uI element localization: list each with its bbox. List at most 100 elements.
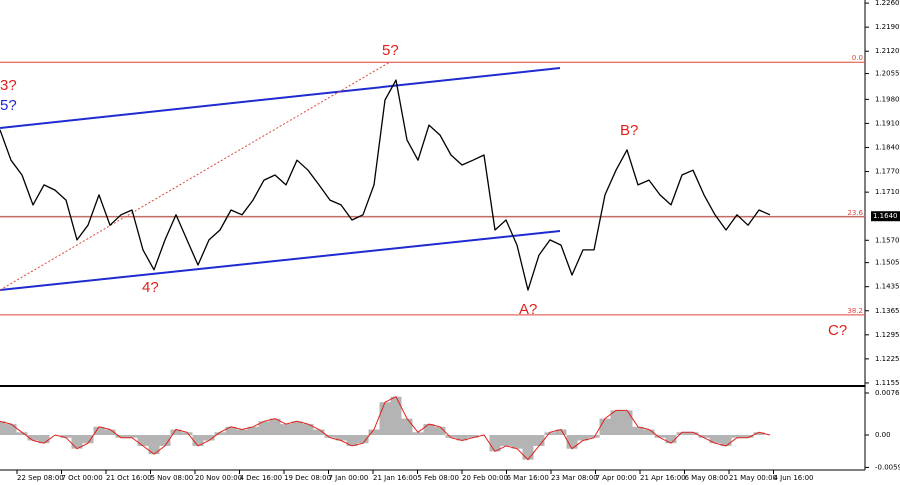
wave-label: 3?	[0, 77, 17, 94]
y-tick-label: 1.2055	[875, 70, 900, 78]
wave-label: 5?	[0, 97, 17, 114]
wave-label: A?	[519, 301, 537, 318]
x-tick-label: 5 Nov 08:00	[151, 474, 194, 482]
osc-bar	[577, 435, 589, 441]
wave-label: 4?	[142, 279, 159, 296]
osc-y-tick-label: 0.00769	[875, 389, 900, 397]
x-tick-label: 4 Dec 16:00	[240, 474, 283, 482]
osc-bar	[126, 435, 138, 438]
osc-bar	[698, 435, 710, 438]
osc-bar	[533, 435, 545, 446]
wave-label: 5?	[382, 42, 399, 59]
osc-bar	[324, 435, 336, 438]
osc-bar	[599, 418, 611, 436]
x-tick-label: 6 May 08:00	[685, 474, 729, 482]
osc-bar	[247, 426, 259, 436]
osc-bar	[720, 435, 732, 446]
x-tick-label: 22 Sep 08:00	[17, 474, 64, 482]
osc-bar	[269, 418, 281, 436]
y-tick-label: 1.2190	[875, 23, 900, 31]
osc-bar	[544, 432, 556, 436]
osc-bar	[742, 435, 754, 438]
current-price-label: 1.1640	[873, 212, 898, 220]
osc-bar	[511, 435, 523, 449]
osc-bar	[368, 429, 380, 436]
price-line	[0, 79, 771, 291]
fib-level-label: 38.2	[847, 307, 863, 315]
x-tick-label: 7 Oct 00:00	[62, 474, 103, 482]
fib-trendline	[0, 61, 391, 291]
osc-bar	[236, 429, 248, 436]
osc-bar	[632, 426, 644, 436]
osc-bar	[346, 435, 358, 446]
osc-bar	[115, 435, 127, 438]
osc-bar	[555, 429, 567, 436]
osc-bar	[654, 435, 666, 438]
osc-bar	[137, 435, 149, 446]
osc-bar	[82, 435, 94, 444]
y-tick-label: 1.1910	[875, 119, 900, 127]
osc-bar	[192, 435, 204, 446]
y-tick-label: 1.1225	[875, 355, 900, 363]
osc-bar	[522, 435, 534, 460]
y-tick-label: 1.1840	[875, 143, 900, 151]
channel-upper	[0, 67, 561, 129]
x-tick-label: 19 Dec 08:00	[284, 474, 331, 482]
osc-bar	[665, 435, 677, 444]
osc-bar	[588, 435, 600, 438]
x-tick-label: 5 Feb 08:00	[418, 474, 459, 482]
y-tick-label: 1.1570	[875, 236, 900, 244]
x-tick-label: 20 Feb 00:00	[462, 474, 508, 482]
x-tick-label: 20 Nov 00:00	[195, 474, 242, 482]
osc-bar	[159, 435, 171, 446]
x-tick-label: 7 Apr 00:00	[596, 474, 637, 482]
osc-bar	[643, 429, 655, 436]
x-tick-label: 21 Oct 16:00	[106, 474, 152, 482]
osc-bar	[93, 426, 105, 436]
osc-bar	[181, 432, 193, 436]
y-tick-label: 1.2260	[875, 0, 900, 7]
osc-bar	[0, 421, 6, 436]
osc-line	[0, 396, 771, 461]
osc-bar	[225, 426, 237, 436]
osc-bar	[423, 424, 435, 436]
osc-bar	[676, 432, 688, 436]
osc-bar	[38, 435, 50, 444]
x-tick-label: 6 Mar 16:00	[507, 474, 549, 482]
osc-bar	[280, 424, 292, 436]
osc-bar	[566, 435, 578, 449]
x-tick-label: 21 May 00:00	[729, 474, 777, 482]
osc-bar	[610, 410, 622, 436]
osc-bar	[170, 429, 182, 436]
osc-bar	[687, 432, 699, 436]
osc-bar	[709, 435, 721, 444]
x-tick-label: 4 Jun 16:00	[774, 474, 814, 482]
channel-lower	[0, 230, 561, 291]
osc-bar	[60, 435, 72, 438]
osc-bar	[357, 435, 369, 444]
osc-bar	[489, 435, 501, 452]
osc-y-tick-label: 0.00	[875, 431, 891, 439]
osc-bar	[500, 435, 512, 446]
osc-bar	[621, 410, 633, 436]
y-tick-label: 1.1155	[875, 379, 900, 387]
x-tick-label: 23 Mar 08:00	[551, 474, 598, 482]
osc-bar	[104, 429, 116, 436]
x-tick-label: 21 Apr 16:00	[640, 474, 686, 482]
osc-bar	[27, 435, 39, 441]
x-tick-label: 7 Jan 00:00	[329, 474, 369, 482]
fib-level-label: 23.6	[847, 209, 863, 217]
osc-bar	[390, 396, 402, 436]
osc-bar	[401, 418, 413, 436]
osc-bar	[467, 435, 479, 438]
osc-bar	[291, 421, 303, 436]
y-tick-label: 1.1980	[875, 95, 900, 103]
osc-bar	[258, 421, 270, 436]
osc-bar	[379, 402, 391, 436]
osc-bar	[731, 435, 743, 438]
osc-bar	[148, 435, 160, 455]
osc-bar	[16, 432, 28, 436]
osc-bar	[412, 432, 424, 436]
